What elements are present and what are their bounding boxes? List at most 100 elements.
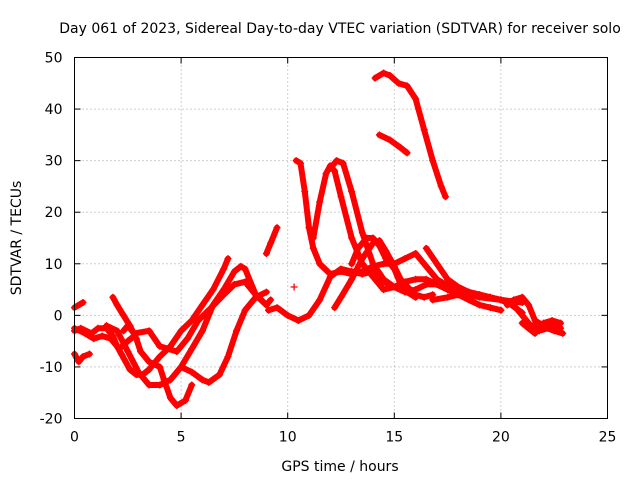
data-point-marker bbox=[331, 167, 339, 175]
data-point-marker bbox=[233, 327, 241, 335]
series-line bbox=[376, 131, 411, 156]
data-point-marker bbox=[120, 311, 128, 319]
data-point-marker bbox=[348, 275, 356, 283]
data-point-marker bbox=[267, 296, 275, 304]
data-point-marker bbox=[559, 329, 567, 337]
data-point-marker bbox=[337, 193, 345, 201]
y-tick-label: 20 bbox=[45, 205, 63, 221]
data-point-marker bbox=[177, 327, 185, 335]
data-point-marker bbox=[476, 301, 484, 309]
data-point-marker bbox=[301, 188, 309, 196]
x-tick-label: 25 bbox=[599, 430, 617, 446]
data-point-marker bbox=[156, 381, 164, 389]
data-point-marker bbox=[113, 342, 121, 350]
data-point-marker bbox=[90, 335, 98, 343]
data-point-marker bbox=[241, 306, 249, 314]
data-point-marker bbox=[403, 288, 411, 296]
data-point-marker bbox=[166, 376, 174, 384]
data-point-marker bbox=[429, 296, 437, 304]
data-point-marker bbox=[173, 402, 181, 410]
data-point-marker bbox=[102, 322, 110, 330]
data-point-marker bbox=[380, 69, 388, 77]
data-point-marker bbox=[109, 332, 117, 340]
data-point-marker bbox=[305, 311, 313, 319]
data-point-marker bbox=[230, 268, 238, 276]
data-series-arc-17 bbox=[375, 131, 411, 157]
data-point-marker bbox=[371, 74, 379, 82]
data-point-marker bbox=[252, 293, 260, 301]
data-point-marker bbox=[518, 319, 526, 327]
data-point-marker bbox=[241, 278, 249, 286]
data-point-marker bbox=[194, 317, 202, 325]
data-point-marker bbox=[382, 255, 390, 263]
data-point-marker bbox=[124, 347, 132, 355]
data-point-marker bbox=[518, 311, 526, 319]
chart-title: Day 061 of 2023, Sidereal Day-to-day VTE… bbox=[59, 21, 621, 37]
y-axis-label: SDTVAR / TECUs bbox=[9, 181, 25, 296]
data-point-marker bbox=[348, 260, 356, 268]
data-point-marker bbox=[316, 296, 324, 304]
data-point-marker bbox=[437, 182, 445, 190]
data-point-marker bbox=[441, 193, 449, 201]
data-point-marker bbox=[132, 335, 140, 343]
data-point-marker bbox=[380, 275, 388, 283]
y-tick-label: 30 bbox=[45, 154, 63, 170]
data-point-marker bbox=[397, 280, 405, 288]
data-point-marker bbox=[183, 335, 191, 343]
x-tick-label: 15 bbox=[385, 430, 403, 446]
data-point-marker bbox=[544, 324, 552, 332]
data-point-marker bbox=[145, 327, 153, 335]
data-point-marker bbox=[550, 327, 558, 335]
data-point-marker bbox=[205, 306, 213, 314]
data-point-marker bbox=[88, 329, 96, 337]
data-point-marker bbox=[130, 329, 138, 337]
data-point-marker bbox=[540, 319, 548, 327]
data-point-marker bbox=[497, 306, 505, 314]
y-tick-label: 0 bbox=[54, 308, 63, 324]
data-point-marker bbox=[535, 327, 543, 335]
data-point-marker bbox=[145, 358, 153, 366]
x-tick-label: 20 bbox=[492, 430, 510, 446]
data-point-marker bbox=[422, 244, 430, 252]
data-point-marker bbox=[354, 244, 362, 252]
data-point-marker bbox=[403, 82, 411, 90]
data-point-marker bbox=[369, 273, 377, 281]
data-point-marker bbox=[109, 293, 117, 301]
data-point-marker bbox=[363, 234, 371, 242]
data-point-marker bbox=[156, 353, 164, 361]
data-point-marker bbox=[309, 244, 317, 252]
data-point-marker bbox=[412, 293, 420, 301]
data-point-marker bbox=[173, 347, 181, 355]
data-point-marker bbox=[273, 224, 281, 232]
series-line bbox=[429, 289, 536, 332]
data-point-marker bbox=[380, 286, 388, 294]
series-line bbox=[178, 289, 270, 386]
data-point-marker bbox=[267, 239, 275, 247]
data-point-marker bbox=[557, 319, 565, 327]
data-point-marker bbox=[220, 291, 228, 299]
data-point-marker bbox=[429, 157, 437, 165]
data-point-marker bbox=[198, 327, 206, 335]
data-point-marker bbox=[386, 72, 394, 80]
data-point-marker bbox=[369, 234, 377, 242]
data-point-marker bbox=[220, 265, 228, 273]
data-point-marker bbox=[444, 286, 452, 294]
data-series-arc-16 bbox=[371, 69, 449, 201]
plot-frame bbox=[74, 57, 608, 419]
data-point-marker bbox=[237, 262, 245, 270]
data-point-marker bbox=[331, 304, 339, 312]
data-series-arc-01 bbox=[71, 298, 87, 312]
data-point-marker bbox=[94, 324, 102, 332]
data-series-arc-15 bbox=[348, 234, 420, 301]
data-series-arc-22 bbox=[529, 322, 567, 337]
data-point-marker bbox=[518, 293, 526, 301]
data-point-marker bbox=[510, 296, 518, 304]
data-point-marker bbox=[369, 260, 377, 268]
data-point-marker bbox=[79, 353, 87, 361]
data-point-marker bbox=[262, 288, 270, 296]
data-point-marker bbox=[358, 268, 366, 276]
data-point-marker bbox=[215, 371, 223, 379]
data-point-marker bbox=[241, 265, 249, 273]
data-point-marker bbox=[333, 157, 341, 165]
data-point-marker bbox=[403, 149, 411, 157]
